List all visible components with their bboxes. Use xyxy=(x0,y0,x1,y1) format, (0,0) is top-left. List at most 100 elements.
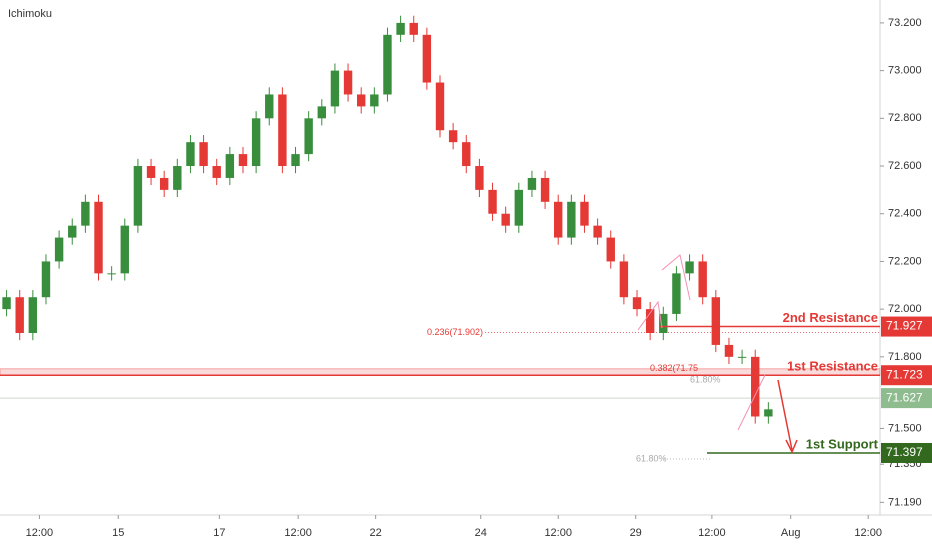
x-tick-label: 22 xyxy=(370,527,382,539)
price-box xyxy=(881,365,932,386)
price-box-label: 71.627 xyxy=(886,390,923,404)
candle-body xyxy=(356,94,366,107)
candle-body xyxy=(212,166,221,178)
overlay xyxy=(637,254,798,454)
x-tick-label: 12:00 xyxy=(854,527,882,539)
candle-body xyxy=(540,177,550,202)
level-label: 2nd Resistance xyxy=(783,310,878,325)
level-label: 1st Support xyxy=(806,436,879,451)
candle-body xyxy=(645,309,655,333)
arrow-head xyxy=(785,439,798,454)
candle-body xyxy=(698,261,707,298)
y-tick-label: 72.400 xyxy=(888,208,922,220)
candle-body xyxy=(15,297,24,333)
candle-body xyxy=(751,356,760,417)
resistance-zone xyxy=(0,368,881,376)
candle-body xyxy=(764,409,773,417)
candle-body xyxy=(737,356,747,358)
x-tick-label: 12:00 xyxy=(284,527,312,539)
candle-body xyxy=(173,166,182,190)
candle-body xyxy=(107,273,116,275)
candle-body xyxy=(422,34,432,83)
y-tick-label: 71.190 xyxy=(888,496,922,508)
candle-body xyxy=(711,297,721,345)
price-box-label: 71.927 xyxy=(886,319,923,333)
candle-body xyxy=(265,94,274,119)
candle-body xyxy=(28,297,38,333)
candle-body xyxy=(133,166,143,226)
candle-body xyxy=(606,237,615,262)
candle-body xyxy=(278,94,287,167)
y-tick-label: 72.800 xyxy=(888,112,922,124)
candle-body xyxy=(317,106,326,119)
candle-body xyxy=(330,70,340,107)
candle-body xyxy=(159,177,169,190)
candle-body xyxy=(567,201,576,238)
candle-body xyxy=(251,118,261,167)
candle-body xyxy=(94,201,103,274)
forecast-arrow xyxy=(777,379,793,451)
candle-body xyxy=(81,201,90,226)
pattern-arrow xyxy=(637,300,663,331)
price-box-label: 71.397 xyxy=(886,445,923,459)
x-tick-label: 12:00 xyxy=(26,527,54,539)
candle-body xyxy=(435,82,445,131)
candle-body xyxy=(475,166,484,190)
candle-body xyxy=(343,70,353,95)
candle-body xyxy=(225,154,235,178)
candle-body xyxy=(724,344,734,357)
candle-body xyxy=(448,130,458,143)
price-box xyxy=(881,442,932,463)
candle-body xyxy=(396,22,405,35)
candle-body xyxy=(409,22,418,35)
level-label: 1st Resistance xyxy=(787,359,878,374)
x-tick-label: Aug xyxy=(781,527,801,539)
fib-label: 0.382(71.75 xyxy=(650,363,698,373)
fib-percent-label: 61.80% xyxy=(636,453,667,463)
x-tick-label: 24 xyxy=(475,527,487,539)
candle-body xyxy=(593,225,602,238)
y-tick-label: 71.500 xyxy=(888,422,922,434)
candle-body xyxy=(619,261,629,298)
candle-body xyxy=(632,297,642,310)
candle-body xyxy=(186,142,195,167)
candle-body xyxy=(41,261,51,298)
candle-body xyxy=(501,213,510,226)
indicator-title: Ichimoku xyxy=(8,8,52,20)
candle-body xyxy=(685,261,694,274)
pattern-arrow xyxy=(737,374,766,431)
fib-percent-label: 61.80% xyxy=(690,374,721,384)
candle-body xyxy=(462,142,471,167)
candle-body xyxy=(383,34,392,95)
candle-body xyxy=(291,154,300,167)
x-tick-label: 17 xyxy=(213,527,225,539)
candle-body xyxy=(554,201,563,238)
price-box xyxy=(881,316,932,337)
candle-body xyxy=(146,166,156,178)
fib-label: 0.236(71.902) xyxy=(427,327,483,337)
x-tick-label: 29 xyxy=(630,527,642,539)
y-tick-label: 72.200 xyxy=(888,255,922,267)
candle-body xyxy=(370,94,379,107)
y-tick-label: 71.800 xyxy=(888,351,922,363)
x-tick-label: 15 xyxy=(112,527,124,539)
candle-body xyxy=(659,313,668,333)
candle-body xyxy=(238,154,248,167)
candle-body xyxy=(2,297,11,310)
y-tick-label: 72.600 xyxy=(888,160,922,172)
candle-body xyxy=(68,225,77,238)
candle-body xyxy=(527,177,537,190)
plot: 0.236(71.902)0.382(71.7561.80%61.80%2nd … xyxy=(0,15,881,463)
candle-body xyxy=(199,142,208,167)
price-box xyxy=(881,388,932,409)
candle-body xyxy=(514,189,524,226)
pattern-arrow xyxy=(661,254,691,301)
y-tick-label: 72.000 xyxy=(888,303,922,315)
candle-body xyxy=(580,201,589,226)
y-tick-label: 73.000 xyxy=(888,65,922,77)
candle-body xyxy=(488,189,497,214)
x-tick-label: 12:00 xyxy=(544,527,572,539)
candle-body xyxy=(54,237,64,262)
